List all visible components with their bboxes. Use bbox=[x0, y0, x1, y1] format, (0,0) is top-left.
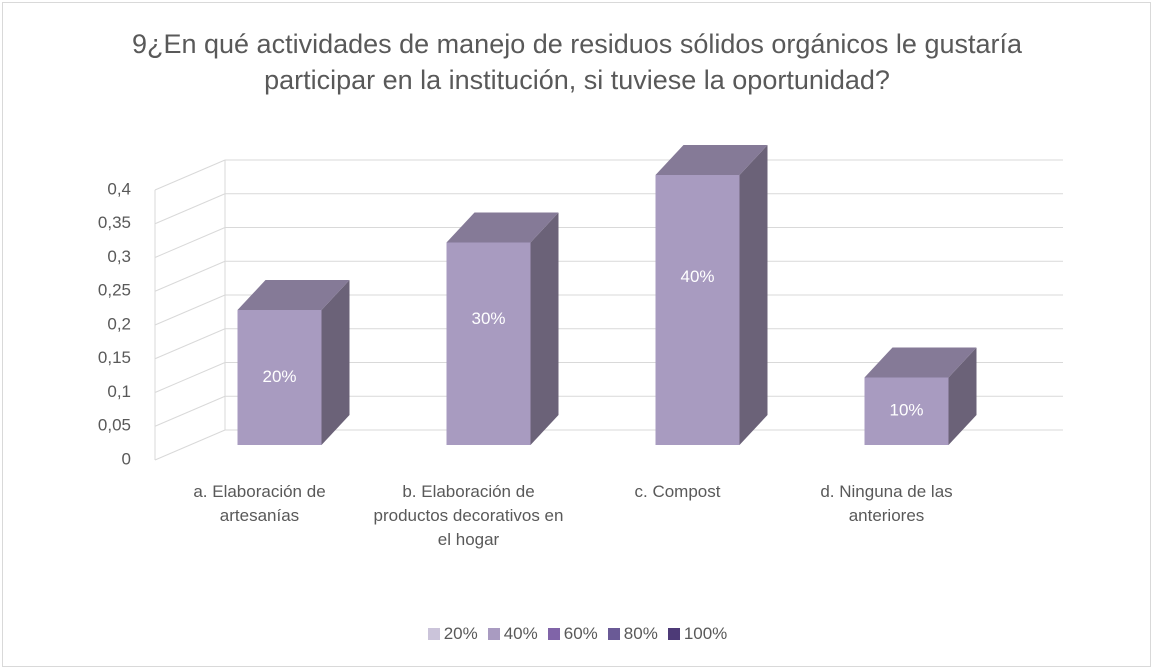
value-label: 10% bbox=[889, 401, 923, 420]
bar bbox=[446, 242, 531, 445]
legend-label: 60% bbox=[563, 624, 598, 643]
bar bbox=[237, 310, 322, 445]
legend-item: 100% bbox=[667, 624, 728, 644]
bar-side bbox=[739, 145, 768, 445]
chart-title: 9¿En qué actividades de manejo de residu… bbox=[131, 29, 1023, 95]
grid-line bbox=[154, 260, 226, 292]
legend-swatch bbox=[487, 628, 500, 640]
bar-side bbox=[530, 212, 559, 445]
grid-line bbox=[154, 227, 226, 258]
bar-top bbox=[655, 145, 768, 175]
grid-line bbox=[154, 193, 226, 225]
bar-top bbox=[864, 347, 977, 378]
legend-item: 80% bbox=[607, 624, 658, 644]
grid-line bbox=[154, 395, 226, 427]
bar-top bbox=[237, 280, 350, 310]
legend-swatch bbox=[547, 628, 560, 640]
grid-line bbox=[154, 328, 226, 360]
bar-side bbox=[321, 280, 350, 445]
legend-label: 40% bbox=[503, 624, 538, 643]
y-tick-label: 0,2 bbox=[107, 314, 131, 333]
bar-side bbox=[948, 347, 977, 445]
bar bbox=[864, 377, 949, 445]
y-tick-label: 0,05 bbox=[98, 416, 131, 435]
y-tick-label: 0,4 bbox=[107, 179, 131, 198]
legend-swatch bbox=[667, 628, 680, 640]
legend: 20% 40% 60% 80% 100% bbox=[0, 624, 1155, 644]
value-label: 40% bbox=[680, 267, 714, 286]
bar bbox=[655, 175, 740, 445]
y-tick-label: 0,15 bbox=[98, 348, 131, 367]
x-tick-label: d. Ninguna de las anteriores bbox=[820, 482, 953, 525]
legend-item: 60% bbox=[547, 624, 598, 644]
legend-swatch bbox=[607, 628, 620, 640]
legend-swatch bbox=[427, 628, 440, 640]
legend-label: 80% bbox=[623, 624, 658, 643]
legend-item: 20% bbox=[427, 624, 478, 644]
grid-line bbox=[154, 159, 226, 191]
y-tick-label: 0,3 bbox=[107, 247, 131, 266]
legend-item: 40% bbox=[487, 624, 538, 644]
y-tick-label: 0,25 bbox=[98, 281, 131, 300]
legend-label: 20% bbox=[443, 624, 478, 643]
value-label: 20% bbox=[262, 367, 296, 386]
grid-line bbox=[154, 429, 226, 461]
y-tick-label: 0,35 bbox=[98, 213, 131, 232]
bar-top bbox=[446, 212, 559, 243]
x-tick-label: c. Compost bbox=[634, 482, 721, 501]
grid-line bbox=[154, 362, 226, 393]
grid-line bbox=[154, 294, 226, 326]
x-tick-label: b. Elaboración de productos decorativos … bbox=[373, 482, 564, 549]
legend-label: 100% bbox=[683, 624, 728, 643]
x-tick-label: a. Elaboración de artesanías bbox=[193, 482, 326, 525]
y-tick-label: 0 bbox=[122, 449, 131, 468]
value-label: 30% bbox=[471, 309, 505, 328]
y-tick-label: 0,1 bbox=[107, 382, 131, 401]
